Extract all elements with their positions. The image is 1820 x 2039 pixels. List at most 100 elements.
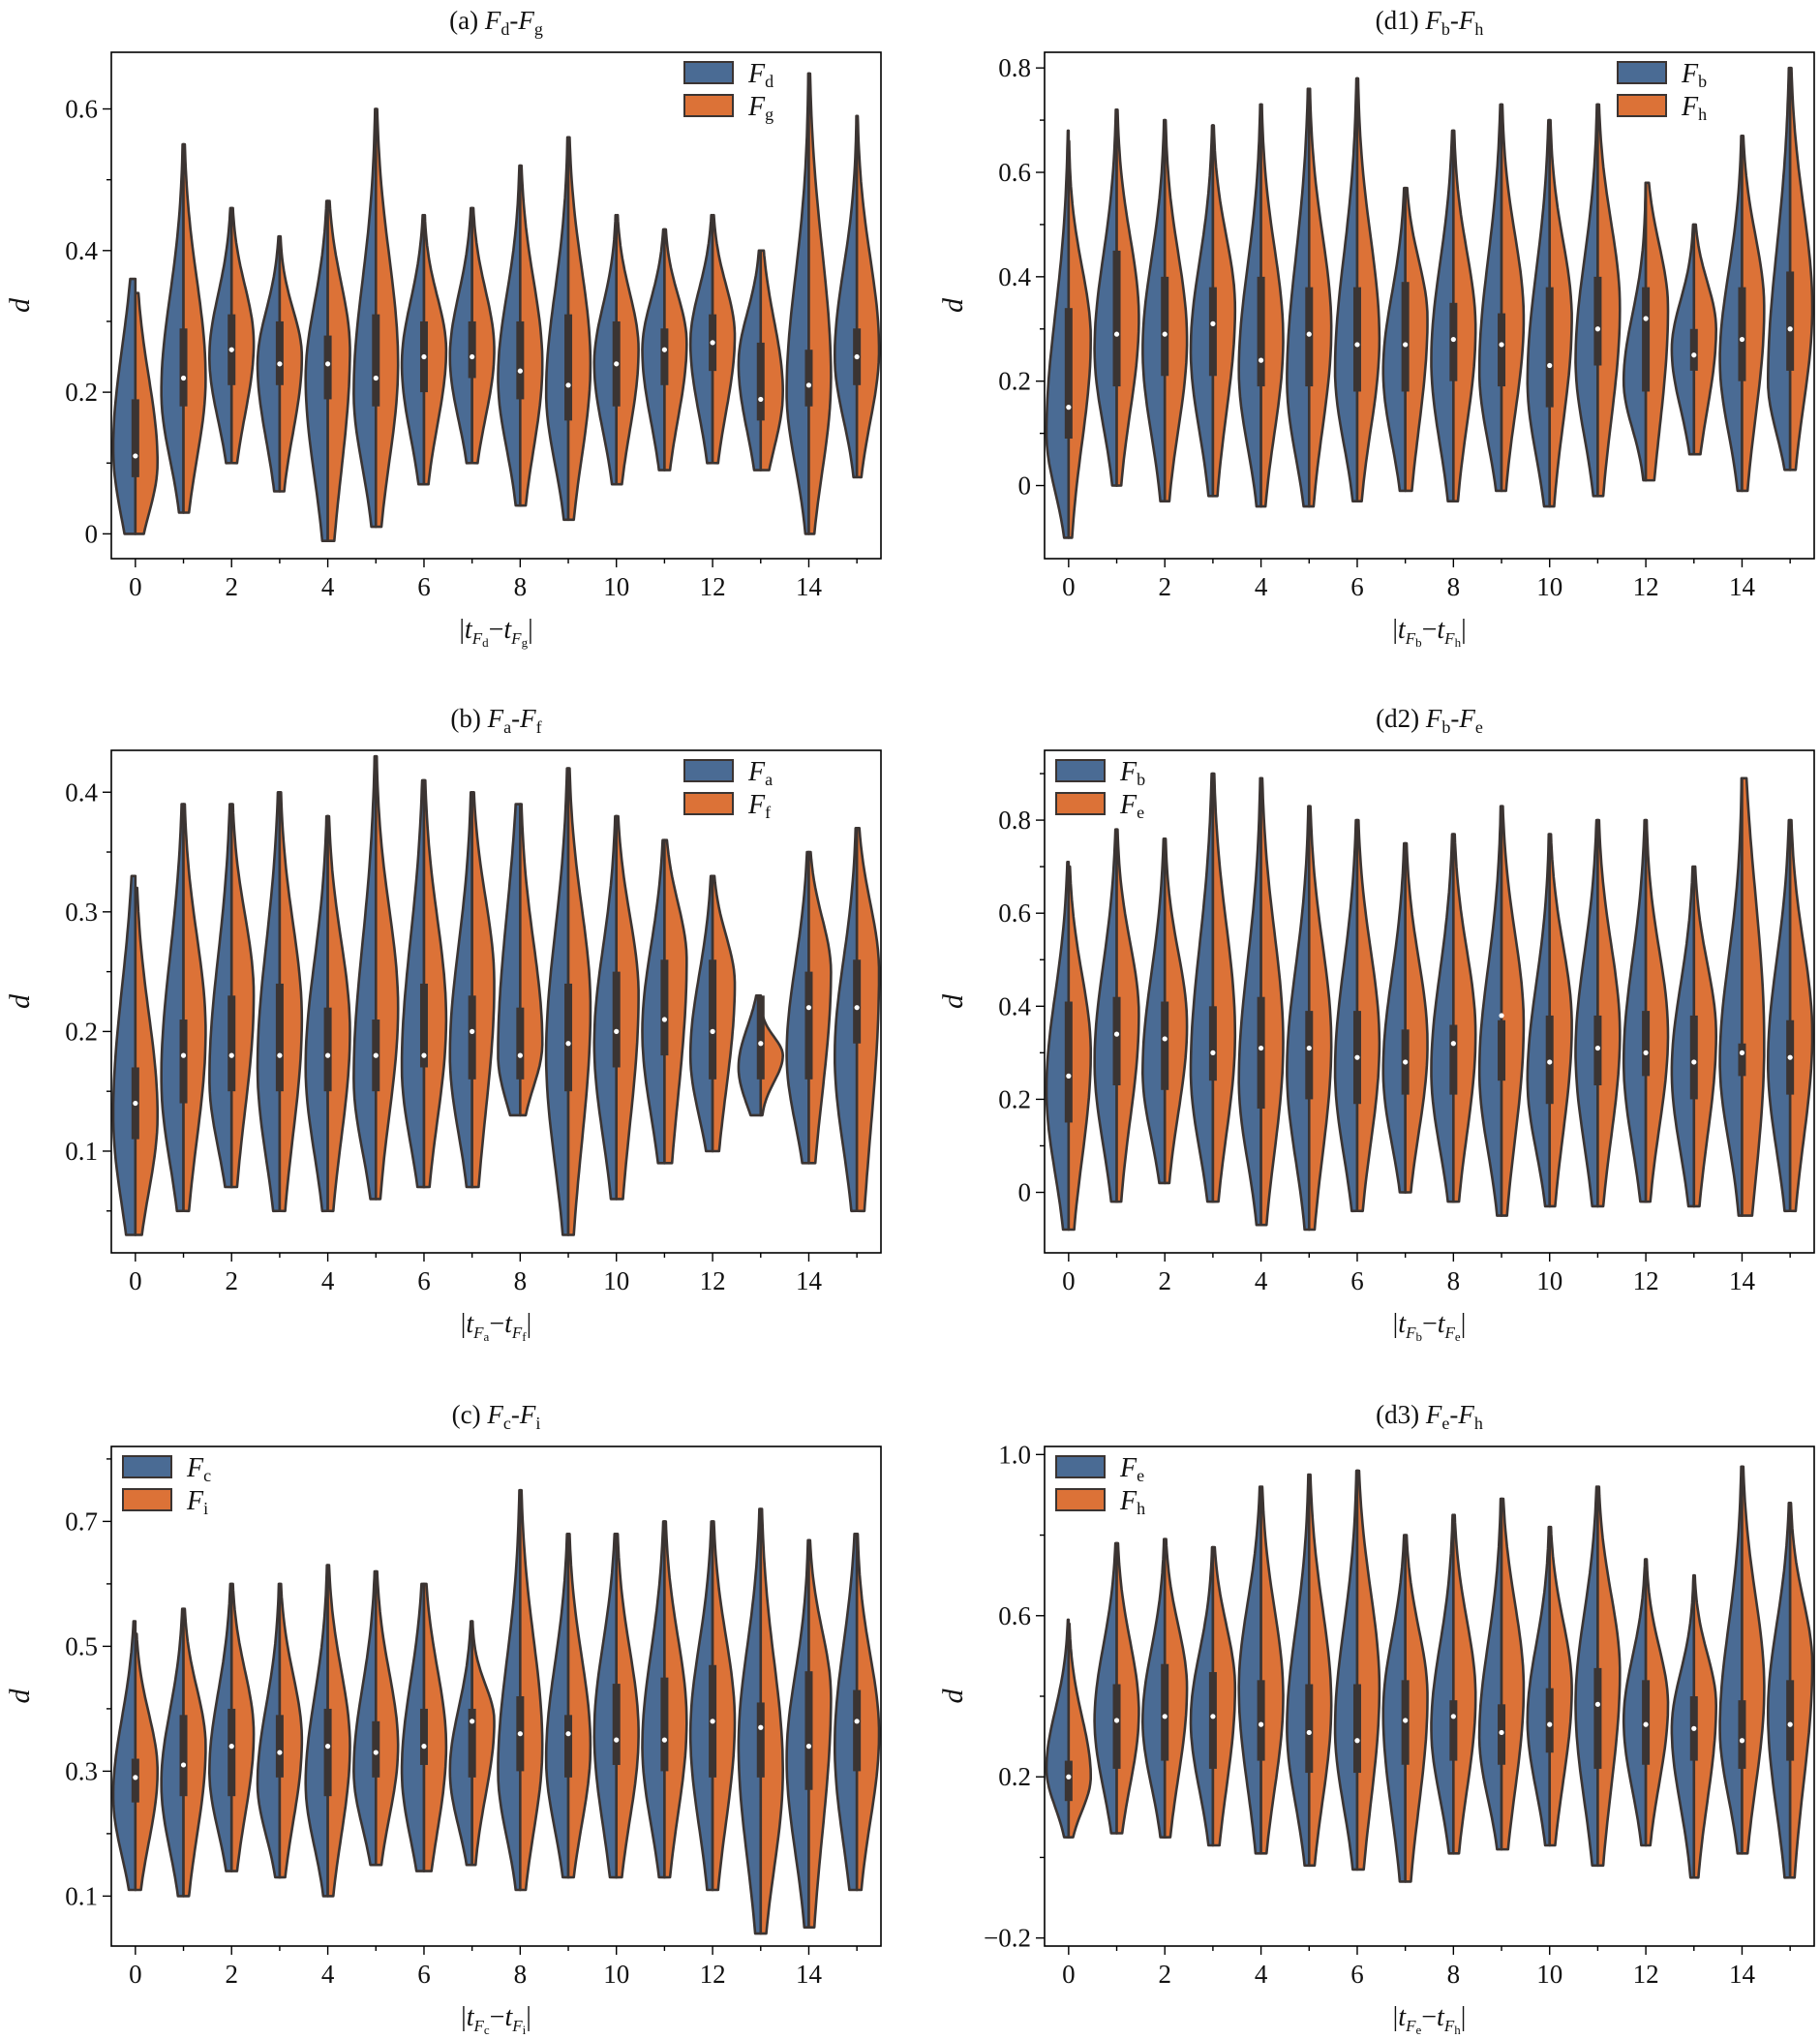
ytick-label-d2: 0.2: [998, 1084, 1031, 1113]
xtick-label-d1: 2: [1158, 572, 1171, 601]
median-d2-0: [1066, 1073, 1072, 1079]
ytick-label-d2: 0.8: [998, 806, 1031, 835]
ytick-label-d1: 0.8: [998, 53, 1031, 82]
median-d3-14: [1739, 1738, 1745, 1744]
xlabel-c: |tFc−tFi|: [461, 2002, 531, 2037]
box-d1-12: [1642, 287, 1651, 392]
violin-d2-1: [1093, 828, 1140, 1203]
violin-half-Fe-2: [1141, 1537, 1167, 1839]
box-b-2: [228, 995, 236, 1092]
box-a-14: [804, 350, 813, 407]
violin-d3-11: [1574, 1485, 1622, 1868]
ylabel-d2: d: [937, 993, 969, 1009]
violin-half-Fa-3: [256, 790, 282, 1213]
violin-c-15: [834, 1533, 881, 1892]
violin-d1-11: [1574, 103, 1622, 498]
median-d2-9: [1499, 1013, 1504, 1019]
violin-half-Fc-3: [256, 1582, 282, 1879]
median-b-7: [470, 1028, 475, 1034]
violin-d3-7: [1381, 1534, 1429, 1883]
violin-c-4: [304, 1564, 351, 1898]
box-d2-9: [1498, 1020, 1506, 1081]
violin-half-Fb-10: [1526, 833, 1552, 1208]
ytick-label-a: 0.6: [65, 95, 98, 124]
xtick-label-d3: 6: [1350, 1960, 1364, 1989]
xtick-label-b: 4: [321, 1266, 335, 1295]
box-d1-8: [1449, 302, 1458, 381]
violin-half-Fa-4: [304, 814, 329, 1213]
violin-half-Fc-9: [544, 1533, 570, 1879]
violin-c-1: [160, 1607, 207, 1898]
violin-half-Fb-8: [1430, 833, 1455, 1203]
median-d3-11: [1594, 1701, 1601, 1707]
xtick-label-a: 2: [225, 572, 238, 601]
violin-c-11: [641, 1520, 688, 1879]
median-b-1: [180, 1052, 187, 1058]
violin-d1-10: [1526, 118, 1573, 508]
box-c-9: [564, 1715, 573, 1778]
violin-half-Fe-11: [1574, 1485, 1599, 1868]
box-a-9: [564, 314, 573, 421]
median-a-7: [470, 353, 475, 360]
violin-half-Fi-10: [615, 1533, 640, 1879]
box-a-5: [372, 314, 380, 407]
box-a-0: [131, 399, 139, 477]
violin-d2-13: [1670, 865, 1717, 1208]
violin-half-Fb-11: [1574, 818, 1599, 1208]
box-d1-14: [1738, 287, 1746, 381]
violin-d2-0: [1045, 861, 1092, 1232]
xtick-label-b: 6: [417, 1266, 431, 1295]
violin-a-3: [256, 234, 304, 493]
median-a-0: [133, 453, 138, 459]
violin-half-Fb-13: [1670, 223, 1696, 456]
panel-title-d3: (d3) Fe-Fh: [1376, 1400, 1483, 1433]
violin-d2-7: [1381, 841, 1429, 1194]
violin-half-Fb-15: [1767, 818, 1792, 1213]
panel-d2: 0 0.2 0.4 0.6 0.8 0 2 4 6 8 10 12 14 (d2) Fb-Fe d |tFb−…: [937, 704, 1815, 1344]
violin-half-Fa-13: [737, 994, 763, 1117]
violin-d3-12: [1622, 1558, 1670, 1847]
legend-label-i: Fi: [186, 1486, 208, 1518]
box-b-12: [709, 959, 717, 1080]
median-d3-1: [1113, 1718, 1120, 1723]
violin-half-Fh-9: [1500, 103, 1526, 493]
violin-b-4: [304, 814, 351, 1213]
violin-half-Fd-11: [641, 228, 666, 472]
median-b-12: [710, 1028, 715, 1034]
xtick-label-a: 14: [796, 572, 823, 601]
xtick-label-d3: 8: [1447, 1960, 1461, 1989]
panel-title-b: (b) Fa-Ff: [450, 704, 541, 737]
violin-c-0: [111, 1620, 159, 1892]
violin-half-Fb-5: [1286, 805, 1311, 1232]
median-d2-1: [1113, 1031, 1120, 1037]
median-d1-15: [1787, 326, 1793, 332]
box-d2-12: [1642, 1011, 1651, 1077]
median-c-0: [133, 1775, 138, 1780]
violin-half-Fi-13: [759, 1507, 784, 1935]
violin-c-10: [592, 1533, 640, 1879]
violin-half-Fa-5: [352, 754, 378, 1201]
median-d1-3: [1210, 320, 1216, 326]
violin-b-13: [737, 994, 784, 1117]
box-d2-0: [1064, 1001, 1073, 1123]
ylabel-d3: d: [937, 1689, 969, 1704]
violin-d2-4: [1237, 776, 1285, 1227]
violin-d3-0: [1045, 1618, 1092, 1839]
violin-half-Fb-0: [1045, 129, 1071, 539]
box-b-1: [179, 1020, 188, 1104]
violin-d1-4: [1237, 103, 1285, 508]
box-d1-10: [1545, 287, 1554, 408]
xtick-label-d2: 2: [1158, 1266, 1171, 1295]
median-d2-7: [1403, 1059, 1409, 1065]
median-d3-3: [1210, 1714, 1216, 1719]
violin-half-Fa-8: [497, 803, 522, 1117]
violin-half-Fb-4: [1237, 776, 1262, 1227]
box-c-1: [179, 1715, 188, 1797]
violin-half-Fb-14: [1718, 776, 1744, 1217]
violin-half-Fi-8: [519, 1488, 544, 1892]
violin-half-Fc-6: [400, 1582, 426, 1872]
box-a-8: [516, 320, 525, 400]
box-a-13: [756, 342, 765, 421]
